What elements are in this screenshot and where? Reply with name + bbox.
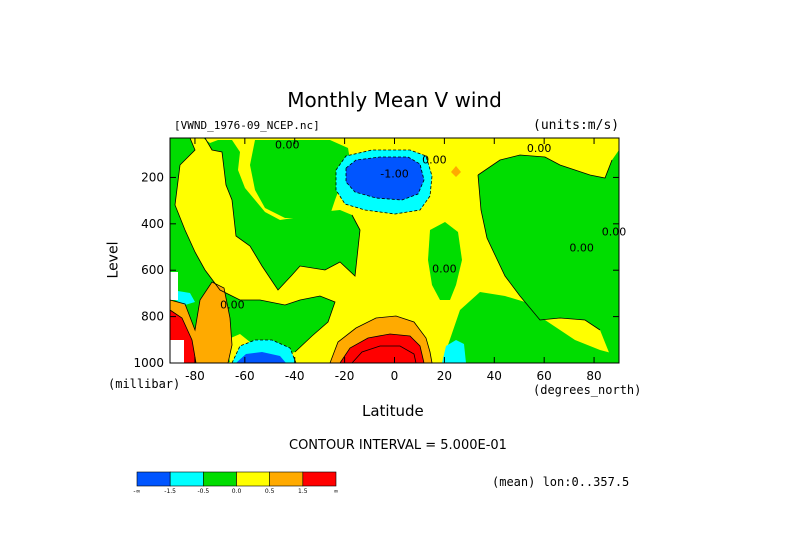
contour-label-layer: 0.00 -1.00 0.00 0.00 0.00 0.00 0.00 0.00: [220, 138, 626, 311]
colorbar-label: ∞: [334, 488, 339, 495]
contour-line-equator-inner: [339, 333, 425, 364]
colorbar-label: 0.5: [265, 488, 275, 495]
plot-field: [170, 138, 619, 363]
contour-line-zero-south: [204, 137, 361, 291]
chart-title: Monthly Mean V wind: [287, 88, 502, 112]
contour-label: 0.00: [220, 298, 245, 311]
contour-line-zero-south-low: [174, 137, 336, 353]
green-region-north-low: [445, 292, 619, 363]
contour-lines: [169, 137, 613, 364]
y-axis: 200 400 600 800 1000: [133, 170, 619, 370]
contour-line-zero-north-side: [477, 174, 601, 331]
green-region-tropics: [428, 222, 462, 300]
blue-region-upper: [346, 157, 424, 200]
x-tick-label: -20: [335, 369, 355, 383]
y-tick-label: 800: [141, 310, 164, 324]
cyan-region-north-surface: [442, 340, 466, 363]
colorbar-label: 1.5: [298, 488, 308, 495]
x-tick-label: -60: [235, 369, 255, 383]
units-label: (units:m/s): [533, 118, 620, 133]
mean-footer: (mean) lon:0..357.5: [492, 475, 630, 489]
contour-line-south-red: [169, 309, 197, 364]
contour-line-equator-outer: [329, 315, 433, 364]
colorbar-swatch: [203, 471, 237, 487]
missing-data-patch-low: [170, 340, 184, 363]
green-region-south: [170, 138, 360, 290]
x-tick-label: 60: [537, 369, 552, 383]
colorbar-label: -∞: [133, 488, 140, 495]
x-tick-label: 20: [437, 369, 452, 383]
blue-region-south-surface: [236, 352, 286, 363]
contour-interval-label: CONTOUR INTERVAL = 5.000E-01: [289, 438, 507, 453]
contour-label: 0.00: [569, 242, 594, 255]
contour-line-jet-inner: [345, 156, 425, 201]
contour-label: 0.00: [432, 263, 457, 276]
contour-label: 0.00: [275, 138, 300, 151]
contour-line-equator-core: [351, 345, 417, 364]
dataset-label: [VWND_1976-09_NCEP.nc]: [174, 119, 320, 132]
contour-line-south-orange: [169, 281, 233, 364]
x-tick-label: 40: [487, 369, 502, 383]
missing-data-patch: [170, 272, 178, 300]
green-region-north: [478, 150, 619, 363]
colorbar-label: -1.5: [164, 488, 176, 495]
colorbar-swatch: [169, 471, 204, 487]
x-tick-label: 80: [586, 369, 601, 383]
colorbar-swatch: [269, 471, 304, 487]
colorbar: -∞ -1.5 -0.5 0.0 0.5 1.5 ∞: [133, 471, 339, 495]
contour-line-south-surface: [231, 339, 297, 364]
contour-label: -1.00: [380, 167, 408, 180]
y-axis-units: (millibar): [108, 377, 181, 391]
x-tick-label: 0: [391, 369, 399, 383]
colorbar-label: 0.0: [232, 488, 242, 495]
y-tick-label: 600: [141, 263, 164, 277]
y-tick-label: 400: [141, 217, 164, 231]
green-region-upper-mid: [250, 140, 350, 218]
y-tick-label: 1000: [133, 356, 164, 370]
contour-label: 0.00: [527, 142, 552, 155]
x-axis: -80 -60 -40 -20 0 20 40 60 80: [185, 138, 602, 383]
orange-blob-upper: [451, 166, 461, 177]
x-axis-units: (degrees_north): [533, 383, 642, 397]
colorbar-label: -0.5: [197, 488, 209, 495]
x-tick-label: -80: [185, 369, 205, 383]
contour-label: 0.00: [602, 225, 627, 238]
contour-line-zero-north: [477, 154, 613, 179]
colorbar-swatch: [236, 471, 270, 487]
x-axis-title: Latitude: [362, 402, 424, 420]
colorbar-swatch: [302, 471, 337, 487]
x-tick-label: -40: [285, 369, 305, 383]
colorbar-swatch: [136, 471, 171, 487]
contour-label: 0.00: [422, 154, 447, 167]
red-region-equator: [340, 334, 424, 363]
y-tick-label: 200: [141, 170, 164, 184]
